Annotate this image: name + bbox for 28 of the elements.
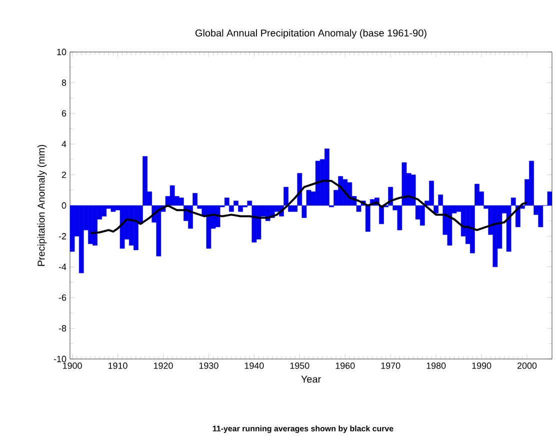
y-tick-label: 6 <box>62 110 66 117</box>
y-tick-label: 8 <box>62 80 66 86</box>
y-tick-label: 10 <box>57 48 66 56</box>
y-tick-label: -2 <box>58 233 66 240</box>
y-tick-label: 2 <box>62 172 66 178</box>
x-tick-label: 1980 <box>426 362 446 369</box>
x-tick-label: 1920 <box>154 362 173 369</box>
x-tick-label: 2000 <box>517 362 537 369</box>
bar <box>547 192 552 206</box>
x-tick-label: 1990 <box>472 362 492 369</box>
x-tick-label: 1960 <box>336 362 355 369</box>
x-tick-label: 1970 <box>381 362 400 369</box>
x-axis-title: Year <box>301 376 321 383</box>
x-tick-label: 1900 <box>62 362 82 369</box>
bar <box>70 205 75 252</box>
y-axis-title: Precipitation Anomaly (mm) <box>37 144 47 266</box>
y-tick-label: 0 <box>62 202 66 209</box>
y-tick-label: -4 <box>58 264 66 270</box>
x-tick-label: 1910 <box>108 362 128 369</box>
x-tick-label: 1930 <box>199 362 218 369</box>
y-tick-label: -10 <box>54 356 66 362</box>
y-tick-label: -8 <box>58 325 66 332</box>
chart-title: Global Annual Precipitation Anomaly (base 1961-90) <box>195 29 426 38</box>
y-tick-label: 4 <box>62 141 66 148</box>
x-tick-label: 1950 <box>290 362 310 369</box>
x-tick-label: 1940 <box>244 362 264 369</box>
y-tick-label: -6 <box>58 294 66 301</box>
bar <box>420 205 425 226</box>
